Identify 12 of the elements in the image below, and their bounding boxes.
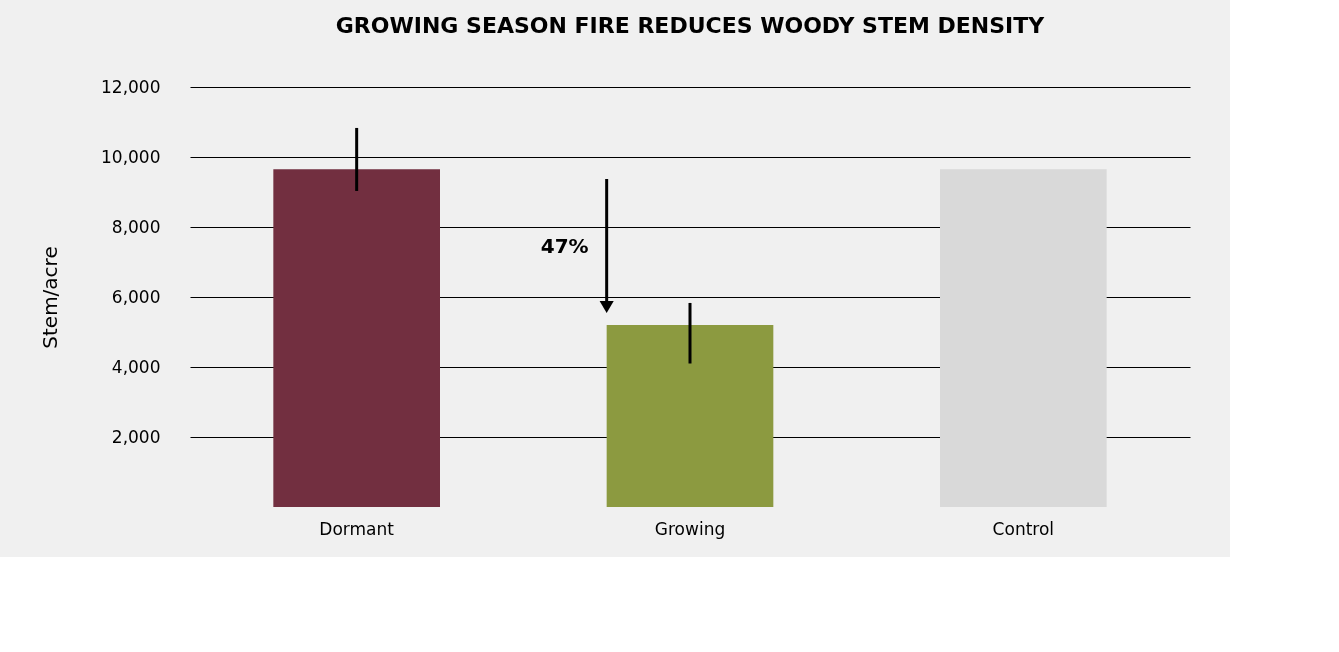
x-tick-label: Control bbox=[992, 518, 1055, 539]
y-tick-label: 8,000 bbox=[111, 216, 161, 237]
y-tick-label: 6,000 bbox=[111, 286, 161, 307]
x-tick-label: Dormant bbox=[319, 518, 395, 539]
y-axis-title: Stem/acre bbox=[38, 246, 63, 349]
annotation: 47% bbox=[540, 234, 589, 258]
y-tick-label: 2,000 bbox=[111, 426, 161, 447]
chart-title: GROWING SEASON FIRE REDUCES WOODY STEM DENSITY bbox=[335, 13, 1046, 38]
y-tick-label: 10,000 bbox=[101, 146, 161, 167]
x-tick-label: Growing bbox=[654, 518, 726, 539]
y-tick-label: 12,000 bbox=[101, 76, 161, 97]
y-tick-label: 4,000 bbox=[111, 356, 161, 377]
